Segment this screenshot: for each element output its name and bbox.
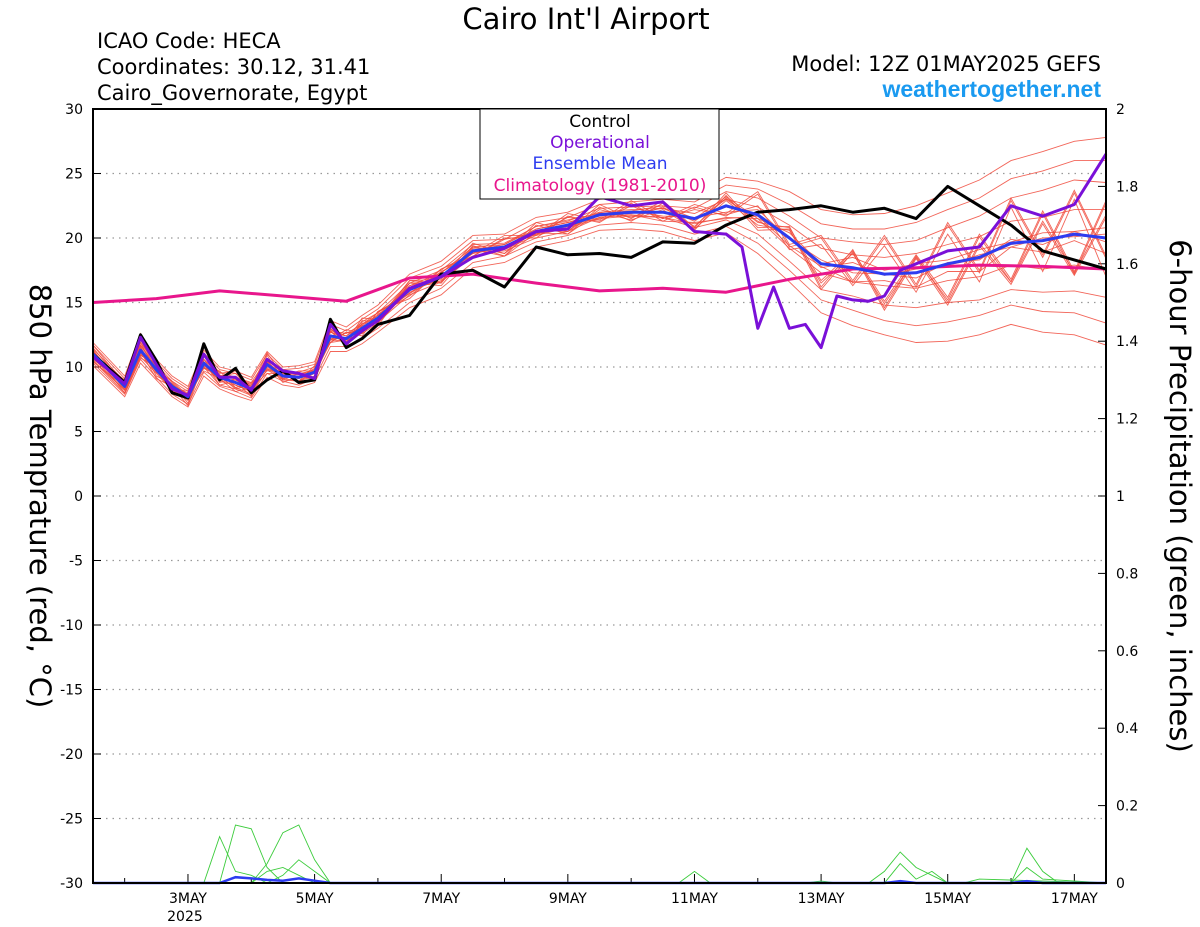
member-temp-line [92, 222, 1107, 406]
member-precip-line [93, 867, 1106, 884]
y-tick-label: -5 [69, 554, 83, 570]
x-tick-label: 9MAY [549, 891, 587, 907]
legend-climatology: Climatology (1981-2010) [494, 176, 707, 196]
x-tick-label: 17MAY [1051, 891, 1098, 907]
x-tick-label: 7MAY [422, 891, 460, 907]
member-precip-line [93, 859, 1106, 884]
member-temp-line [92, 197, 1107, 404]
y2-tick-label: 1.4 [1116, 334, 1138, 350]
x-tick-sublabel: 2025 [167, 909, 203, 925]
y-tick-label: -20 [60, 747, 83, 763]
y-tick-label: 30 [65, 102, 83, 118]
region-name: Cairo_Governorate, Egypt [97, 81, 367, 106]
y2-axis: 2 1.8 1.6 1.4 1.2 1 0.8 0.6 0.4 0.2 0 [1098, 102, 1138, 892]
legend-operational: Operational [550, 133, 650, 153]
y2-tick-label: 1.2 [1116, 412, 1138, 428]
member-temp-line [92, 198, 1107, 392]
member-temp-line [92, 214, 1107, 398]
member-temp-line [92, 206, 1107, 399]
icao-code: ICAO Code: HECA [97, 29, 281, 53]
site-link[interactable]: weathertogether.net [881, 76, 1101, 102]
member-precip-line [93, 866, 1107, 884]
member-temp-line [92, 214, 1107, 399]
x-axis: 3MAY 2025 5MAY 7MAY 9MAY 11MAY 13MAY 15MAY 17MAY [124, 874, 1098, 925]
y2-tick-label: 2 [1116, 102, 1125, 118]
y-tick-label: 25 [65, 167, 83, 183]
y-tick-label: 10 [65, 360, 83, 376]
y2-tick-label: 1.6 [1116, 257, 1138, 273]
y-tick-label: -15 [60, 683, 83, 699]
x-tick-label: 3MAY [169, 891, 207, 907]
member-precip-line [93, 824, 1106, 884]
x-tick-label: 15MAY [924, 891, 971, 907]
legend-ensemble-mean: Ensemble Mean [532, 154, 667, 174]
precip-members [93, 824, 1107, 885]
x-tick-label: 5MAY [296, 891, 334, 907]
y-tick-label: 20 [65, 231, 83, 247]
legend-control: Control [569, 112, 630, 132]
x-tick-label: 11MAY [671, 891, 718, 907]
y2-axis-label: 6-hour Precipitation (green, inches) [1163, 239, 1197, 753]
ensemble-mean-line [91, 204, 1107, 399]
legend: Control Operational Ensemble Mean Climat… [479, 108, 720, 200]
operational-line [92, 153, 1108, 397]
legend-box [479, 108, 720, 200]
model-run: Model: 12Z 01MAY2025 GEFS [791, 52, 1101, 76]
member-precip-line [93, 835, 1106, 884]
grid [93, 172, 1106, 820]
y2-tick-label: 0.8 [1116, 566, 1138, 582]
y2-tick-label: 1 [1116, 489, 1125, 505]
y2-tick-label: 0 [1116, 876, 1125, 892]
main-series [91, 153, 1108, 400]
member-temp-line [92, 196, 1107, 398]
y-axis: 30 25 20 15 10 5 0 -5 -10 -15 -20 -25 -30 [60, 102, 101, 892]
member-temp-line [92, 179, 1107, 393]
x-tick-label: 13MAY [798, 891, 845, 907]
member-temp-line [92, 198, 1106, 395]
y2-tick-label: 0.4 [1116, 721, 1138, 737]
y2-tick-label: 1.8 [1116, 179, 1138, 195]
y-tick-label: -25 [60, 812, 83, 828]
y-tick-label: -30 [60, 876, 83, 892]
y-axis-label: 850 hPa Temprature (red, °C) [23, 284, 57, 709]
y2-tick-label: 0.6 [1116, 644, 1138, 660]
y-tick-label: 0 [74, 489, 83, 505]
member-temp-line [92, 228, 1107, 408]
chart-title: Cairo Int'l Airport [462, 2, 709, 36]
y-tick-label: 15 [65, 296, 83, 312]
member-precip-line [93, 851, 1106, 884]
member-temp-line [92, 198, 1107, 401]
y2-tick-label: 0.2 [1116, 799, 1138, 815]
y-tick-label: -10 [60, 618, 83, 634]
y-tick-label: 5 [74, 425, 83, 441]
member-temp-line [92, 160, 1106, 390]
member-precip-line [93, 824, 1106, 884]
coordinates: Coordinates: 30.12, 31.41 [97, 55, 370, 79]
